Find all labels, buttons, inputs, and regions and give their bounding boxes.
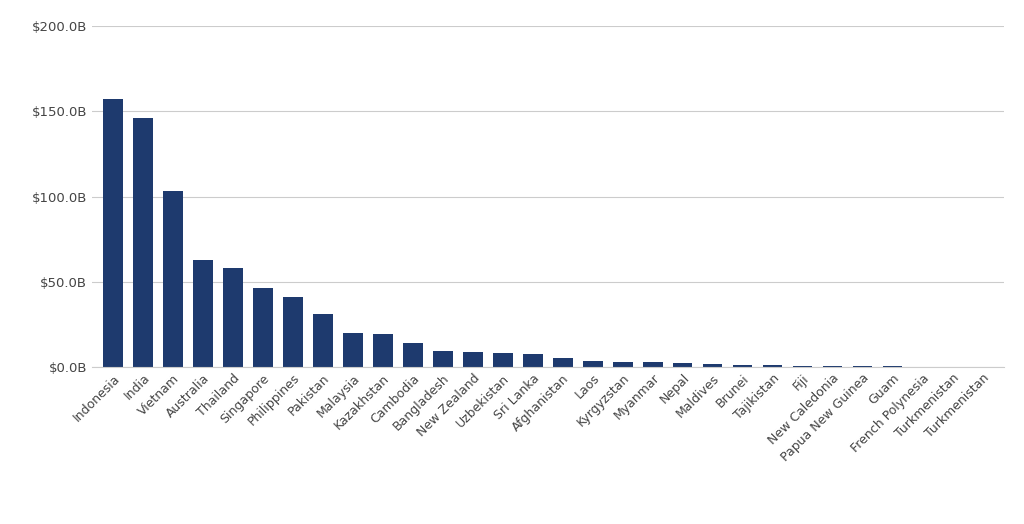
Bar — [253, 288, 272, 367]
Bar — [164, 191, 183, 367]
Bar — [463, 352, 482, 367]
Bar — [133, 118, 153, 367]
Bar — [553, 358, 572, 367]
Bar — [284, 297, 303, 367]
Bar — [523, 354, 543, 367]
Bar — [313, 314, 333, 367]
Bar — [433, 351, 453, 367]
Bar — [343, 333, 362, 367]
Bar — [223, 268, 243, 367]
Bar — [494, 353, 513, 367]
Bar — [793, 366, 812, 367]
Bar — [373, 334, 392, 367]
Bar — [613, 362, 633, 367]
Bar — [733, 365, 753, 367]
Bar — [763, 365, 782, 367]
Bar — [703, 364, 723, 367]
Bar — [673, 363, 692, 367]
Bar — [643, 362, 663, 367]
Bar — [194, 259, 213, 367]
Bar — [103, 100, 123, 367]
Bar — [583, 361, 602, 367]
Bar — [403, 343, 423, 367]
